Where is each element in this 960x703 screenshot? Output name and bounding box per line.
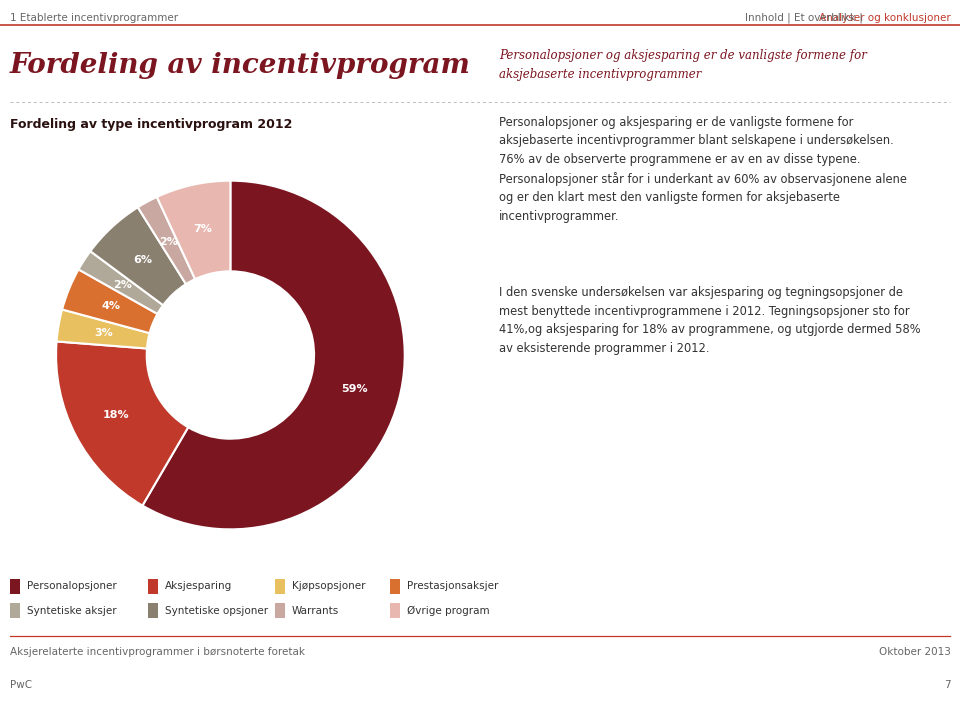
Text: Oktober 2013: Oktober 2013 (878, 647, 950, 657)
Wedge shape (142, 181, 405, 529)
Text: 1 Etablerte incentivprogrammer: 1 Etablerte incentivprogrammer (10, 13, 178, 22)
Text: Analyser og konklusjoner: Analyser og konklusjoner (819, 13, 950, 22)
Wedge shape (138, 197, 195, 284)
Wedge shape (57, 309, 150, 349)
Wedge shape (56, 342, 188, 505)
Text: I den svenske undersøkelsen var aksjesparing og tegningsopsjoner de
mest benytte: I den svenske undersøkelsen var aksjespa… (499, 286, 921, 354)
Text: Kjøpsopsjoner: Kjøpsopsjoner (292, 581, 366, 591)
FancyBboxPatch shape (10, 603, 20, 618)
Text: Syntetiske aksjer: Syntetiske aksjer (27, 606, 116, 616)
Text: Aksjerelaterte incentivprogrammer i børsnoterte foretak: Aksjerelaterte incentivprogrammer i børs… (10, 647, 304, 657)
Text: 3%: 3% (94, 328, 112, 338)
Wedge shape (79, 251, 163, 314)
FancyBboxPatch shape (390, 603, 400, 618)
Text: 59%: 59% (342, 384, 369, 394)
Text: Personalopsjoner: Personalopsjoner (27, 581, 116, 591)
Text: PwC: PwC (10, 680, 32, 690)
Text: 2%: 2% (159, 237, 179, 247)
Text: Innhold | Et overblikk |: Innhold | Et overblikk | (745, 13, 867, 22)
Text: Syntetiske opsjoner: Syntetiske opsjoner (165, 606, 268, 616)
Text: 18%: 18% (103, 410, 130, 420)
Text: 2%: 2% (112, 280, 132, 290)
FancyBboxPatch shape (148, 579, 158, 593)
FancyBboxPatch shape (10, 579, 20, 593)
Text: Fordeling av type incentivprogram 2012: Fordeling av type incentivprogram 2012 (10, 118, 292, 131)
Text: 7: 7 (944, 680, 950, 690)
Text: Personalopsjoner og aksjesparing er de vanligste formene for
aksjebaserte incent: Personalopsjoner og aksjesparing er de v… (499, 49, 867, 81)
Text: 7%: 7% (193, 224, 212, 234)
Text: 6%: 6% (133, 255, 153, 265)
Text: Fordeling av incentivprogram: Fordeling av incentivprogram (10, 51, 470, 79)
Text: Prestasjonsaksjer: Prestasjonsaksjer (407, 581, 498, 591)
Text: Personalopsjoner og aksjesparing er de vanligste formene for
aksjebaserte incent: Personalopsjoner og aksjesparing er de v… (499, 116, 907, 223)
FancyBboxPatch shape (148, 603, 158, 618)
Text: Øvrige program: Øvrige program (407, 606, 490, 616)
Text: Warrants: Warrants (292, 606, 339, 616)
Wedge shape (156, 181, 230, 279)
Wedge shape (62, 269, 157, 333)
Text: Aksjesparing: Aksjesparing (165, 581, 232, 591)
FancyBboxPatch shape (275, 603, 285, 618)
FancyBboxPatch shape (275, 579, 285, 593)
Text: 4%: 4% (102, 301, 121, 311)
FancyBboxPatch shape (390, 579, 400, 593)
Wedge shape (90, 207, 186, 305)
